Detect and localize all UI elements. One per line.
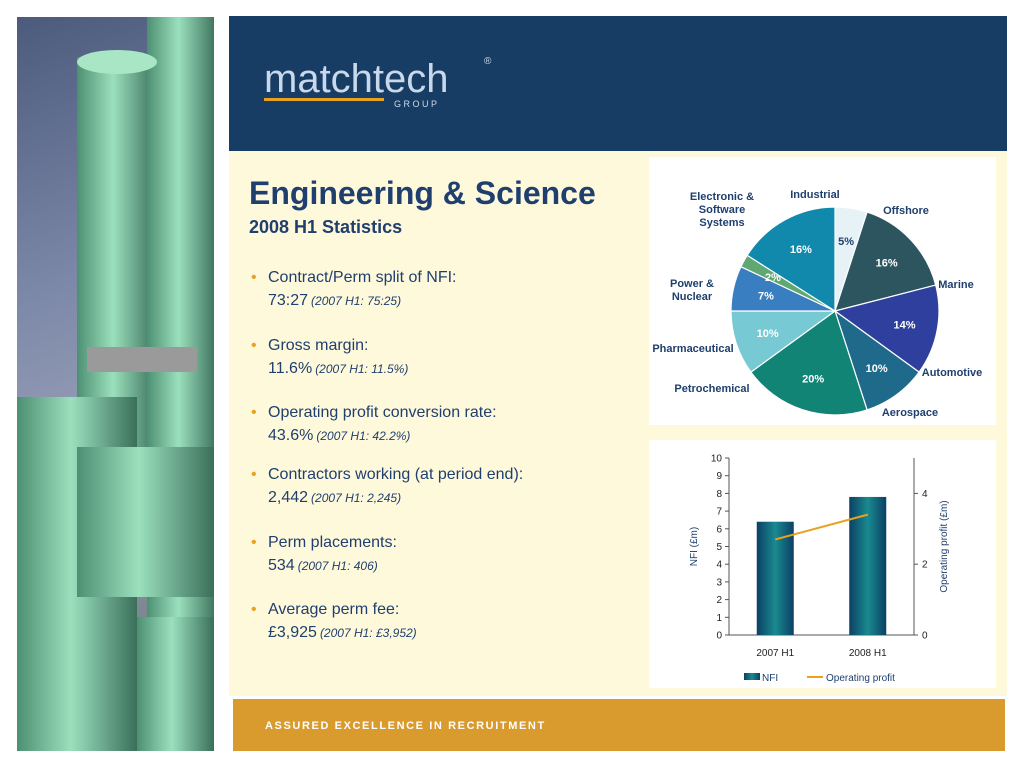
- pie-slice-offshore: [834, 211, 937, 312]
- logo-underline: [264, 98, 384, 101]
- bullet-icon: •: [251, 337, 257, 354]
- y-tick-label: 10: [711, 454, 723, 465]
- logo-wordmark: matchtech: [264, 57, 449, 101]
- pie-category-label: Power & Nuclear: [670, 278, 714, 303]
- stat-label: Contract/Perm split of NFI:: [268, 269, 457, 286]
- stat-prior: (2007 H1: 42.2%): [316, 429, 411, 443]
- pie-slice-value-label: 20%: [802, 373, 824, 385]
- sector-pie-chart-panel: 5% Industrial 16% Offshore 14% Marine 10% Autom…: [649, 157, 996, 425]
- pie-slice-value-label: 16%: [876, 258, 898, 270]
- stat-value: 11.6%: [268, 360, 313, 377]
- stat-value: 2,442: [268, 489, 309, 506]
- x-tick-label: 2007 H1: [756, 648, 794, 659]
- line-operating-profit: [774, 513, 869, 541]
- pie-slice-value-label: 16%: [790, 244, 812, 256]
- stat-value-line: 73:27 (2007 H1: 75:25): [268, 292, 401, 310]
- y2-tick-label: 2: [922, 560, 928, 571]
- bar-nfi-2007-h1: [756, 521, 794, 635]
- y-tick-label: 5: [716, 542, 722, 553]
- y-tick-label: 7: [716, 507, 722, 518]
- pie-category-label: Marine: [938, 279, 973, 291]
- pipes-illustration: [17, 17, 214, 751]
- industrial-pipes-photo: [17, 17, 214, 751]
- pie-category-label: Industrial: [790, 189, 840, 201]
- legend-nfi-swatch: [744, 673, 760, 680]
- matchtech-logo: matchtech ® G R O U P: [264, 50, 504, 110]
- pie-slice-value-label: 10%: [866, 363, 888, 375]
- sector-pie-chart: 5% Industrial 16% Offshore 14% Marine 10% Autom…: [652, 189, 983, 419]
- bullet-icon: •: [251, 601, 257, 618]
- stat-prior: (2007 H1: £3,952): [319, 626, 417, 640]
- page-title: Engineering & Science: [249, 175, 596, 211]
- pie-slice-value-label: 10%: [757, 328, 779, 340]
- stat-value: 73:27: [268, 292, 309, 309]
- stat-value-line: £3,925 (2007 H1: £3,952): [268, 624, 417, 642]
- y-tick-label: 3: [716, 577, 722, 588]
- stat-value-line: 534 (2007 H1: 406): [268, 557, 378, 575]
- footer-tagline: ASSURED EXCELLENCE IN RECRUITMENT: [265, 720, 546, 732]
- header-banner: matchtech ® G R O U P: [229, 16, 1007, 151]
- stat-prior: (2007 H1: 406): [297, 559, 378, 573]
- bullet-icon: •: [251, 404, 257, 421]
- legend-nfi-label: NFI: [762, 673, 778, 684]
- legend-operating-profit-label: Operating profit: [826, 673, 895, 684]
- pie-category-label: Electronic & Software Systems: [690, 191, 754, 229]
- y-tick-label: 2: [716, 595, 722, 606]
- x-tick-label: 2008 H1: [849, 648, 887, 659]
- stat-value: 534: [268, 557, 295, 574]
- y-tick-label: 8: [716, 489, 722, 500]
- y-tick-label: 0: [716, 631, 722, 642]
- y-tick-label: 6: [716, 524, 722, 535]
- nfi-bar-chart: 0 1 2 3 4 5 6 7 8 9 10 0 2 4 NFI (£m) Operating profit …: [689, 454, 950, 685]
- stat-prior: (2007 H1: 2,245): [311, 491, 402, 505]
- stat-label: Average perm fee:: [268, 601, 400, 618]
- pie-category-label: Automotive: [922, 367, 983, 379]
- bullet-icon: •: [251, 534, 257, 551]
- pie-category-label: Aerospace: [882, 407, 938, 419]
- bar-nfi-2008-h1: [849, 496, 887, 635]
- stat-label: Contractors working (at period end):: [268, 466, 524, 483]
- y-tick-label: 9: [716, 471, 722, 482]
- y-tick-label: 1: [716, 613, 722, 624]
- stat-label: Gross margin:: [268, 337, 369, 354]
- pie-slice-value-label: 5%: [838, 236, 854, 248]
- pie-slice-electronic-and-software-systems: [746, 206, 836, 313]
- stat-value-line: 2,442 (2007 H1: 2,245): [268, 489, 401, 507]
- y2-axis-label: Operating profit (£m): [939, 500, 950, 592]
- pie-slice-marine: [833, 284, 940, 373]
- nfi-bar-chart-panel: 0 1 2 3 4 5 6 7 8 9 10 0 2 4 NFI (£m) Operating profit …: [649, 440, 996, 688]
- pie-slice-value-label: 14%: [893, 319, 915, 331]
- stat-label: Operating profit conversion rate:: [268, 404, 497, 421]
- y-tick-label: 4: [716, 560, 722, 571]
- pie-category-label: Pharmaceutical: [652, 343, 733, 355]
- stat-value: £3,925: [268, 624, 317, 641]
- pie-slice-aerospace: [750, 310, 868, 416]
- logo-subtext: G R O U P: [394, 99, 437, 109]
- logo-registered-mark: ®: [484, 56, 492, 67]
- pie-category-label: Offshore: [883, 205, 929, 217]
- stat-value: 43.6%: [268, 427, 314, 444]
- pie-slice-value-label: 7%: [758, 291, 774, 303]
- y2-tick-label: 4: [922, 489, 928, 500]
- stat-prior: (2007 H1: 11.5%): [315, 362, 409, 376]
- stat-label: Perm placements:: [268, 534, 397, 551]
- stat-value-line: 11.6% (2007 H1: 11.5%): [268, 360, 408, 378]
- stat-value-line: 43.6% (2007 H1: 42.2%): [268, 427, 410, 445]
- page-subtitle: 2008 H1 Statistics: [249, 217, 403, 237]
- stat-prior: (2007 H1: 75:25): [311, 294, 402, 308]
- pie-category-label: Petrochemical: [674, 383, 749, 395]
- footer-banner: ASSURED EXCELLENCE IN RECRUITMENT: [233, 699, 1005, 751]
- bullet-icon: •: [251, 466, 257, 483]
- bullet-icon: •: [251, 269, 257, 286]
- y2-tick-label: 0: [922, 631, 928, 642]
- y-axis-label: NFI (£m): [689, 527, 700, 566]
